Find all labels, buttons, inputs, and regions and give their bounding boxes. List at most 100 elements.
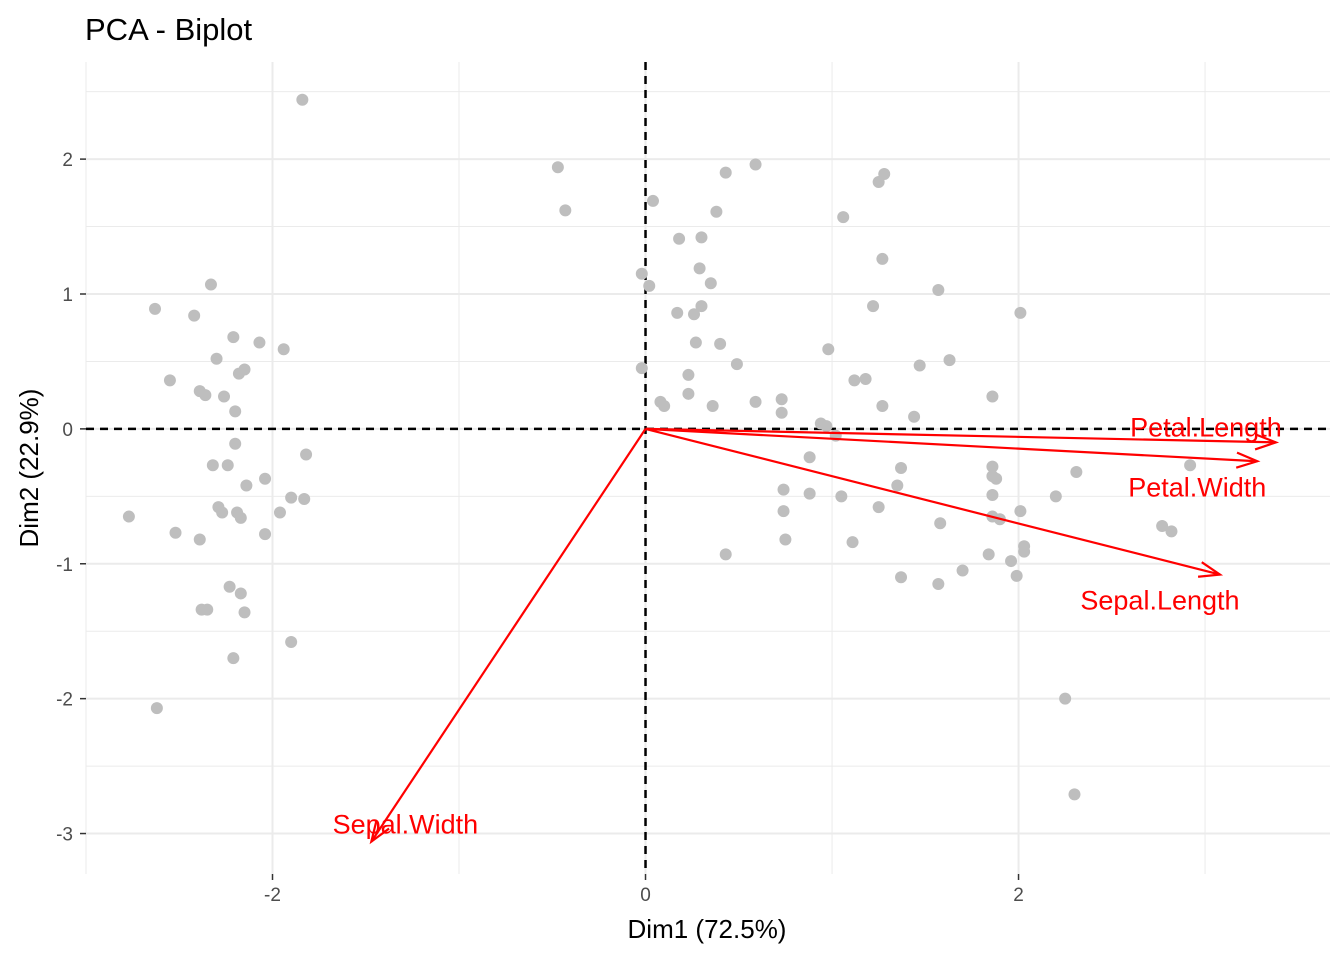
data-point [1184, 459, 1197, 472]
data-point [682, 368, 695, 381]
data-point [671, 306, 684, 319]
data-point [206, 459, 219, 472]
data-point [710, 205, 723, 218]
data-point [719, 166, 732, 179]
data-point [253, 336, 266, 349]
data-point [908, 410, 921, 423]
data-point [232, 367, 245, 380]
data-point [872, 501, 885, 514]
arrow-head [1197, 561, 1224, 578]
data-point [229, 437, 242, 450]
data-point [240, 479, 253, 492]
data-point [867, 300, 880, 313]
data-point [149, 302, 162, 315]
data-point [1018, 545, 1031, 558]
data-point [822, 343, 835, 356]
data-point [234, 587, 247, 600]
data-point [1049, 490, 1062, 503]
variable-label: Petal.Width [1128, 472, 1266, 502]
data-point [895, 571, 908, 584]
data-point [218, 390, 231, 403]
data-point [259, 472, 272, 485]
data-point [193, 533, 206, 546]
data-point [259, 528, 272, 541]
data-point [285, 491, 298, 504]
data-point [169, 526, 182, 539]
y-tick-label: 2 [62, 150, 73, 171]
data-point [221, 459, 234, 472]
data-point [934, 517, 947, 530]
arrow-head [1254, 433, 1280, 451]
data-point [704, 277, 717, 290]
data-point [204, 278, 217, 291]
data-point [932, 283, 945, 296]
data-point [749, 395, 762, 408]
data-point [956, 564, 969, 577]
data-point [551, 161, 564, 174]
data-point [878, 167, 891, 180]
y-tick-label: 0 [62, 420, 73, 441]
data-point [300, 448, 313, 461]
data-point [777, 483, 790, 496]
y-tick-label: -2 [56, 690, 73, 711]
data-point [820, 420, 833, 433]
data-point [298, 493, 311, 506]
data-point [201, 603, 214, 616]
data-point [1165, 525, 1178, 538]
data-point [682, 387, 695, 400]
data-point [1005, 555, 1018, 568]
ticks: -2 0 2 -3 -2 -1 0 1 2 [56, 150, 1024, 906]
reference-lines [86, 62, 1330, 874]
data-point [1014, 505, 1027, 518]
data-point [238, 606, 251, 619]
arrow-head [1235, 451, 1261, 469]
data-point [803, 487, 816, 500]
data-point [673, 232, 686, 245]
data-point [803, 451, 816, 464]
chart-title: PCA - Biplot [85, 12, 253, 47]
data-point [891, 479, 904, 492]
data-point [749, 158, 762, 171]
data-point [835, 490, 848, 503]
data-point [876, 252, 889, 265]
data-point [859, 372, 872, 385]
data-point [1070, 466, 1083, 479]
variable-arrow [370, 428, 647, 843]
data-point [188, 309, 201, 322]
data-point [216, 506, 229, 519]
data-point [982, 548, 995, 561]
data-point [913, 359, 926, 372]
data-point [163, 374, 176, 387]
data-point [635, 362, 648, 375]
data-point [730, 358, 743, 371]
data-point [837, 211, 850, 224]
x-tick-label: -2 [264, 885, 281, 906]
y-tick-label: 1 [62, 285, 73, 306]
individuals [122, 93, 1197, 801]
variable-arrow [645, 427, 1258, 463]
data-point [210, 352, 223, 365]
data-point [234, 511, 247, 524]
data-point [846, 536, 859, 549]
data-point [775, 393, 788, 406]
data-point [688, 308, 701, 321]
data-point [559, 204, 572, 217]
data-point [277, 343, 290, 356]
data-point [227, 331, 240, 344]
data-point [777, 505, 790, 518]
data-point [1156, 520, 1169, 532]
variable-label: Sepal.Width [333, 810, 479, 840]
data-point [646, 194, 659, 207]
data-point [122, 510, 135, 523]
x-tick-label: 0 [640, 885, 651, 906]
y-tick-label: -1 [56, 555, 73, 576]
variable-arrow [645, 427, 1276, 444]
data-point [229, 405, 242, 418]
data-point [779, 533, 792, 546]
data-point [273, 506, 286, 519]
variable-label: Petal.Length [1130, 412, 1282, 442]
data-point [706, 399, 719, 412]
data-point [714, 337, 727, 350]
data-point [296, 93, 309, 106]
